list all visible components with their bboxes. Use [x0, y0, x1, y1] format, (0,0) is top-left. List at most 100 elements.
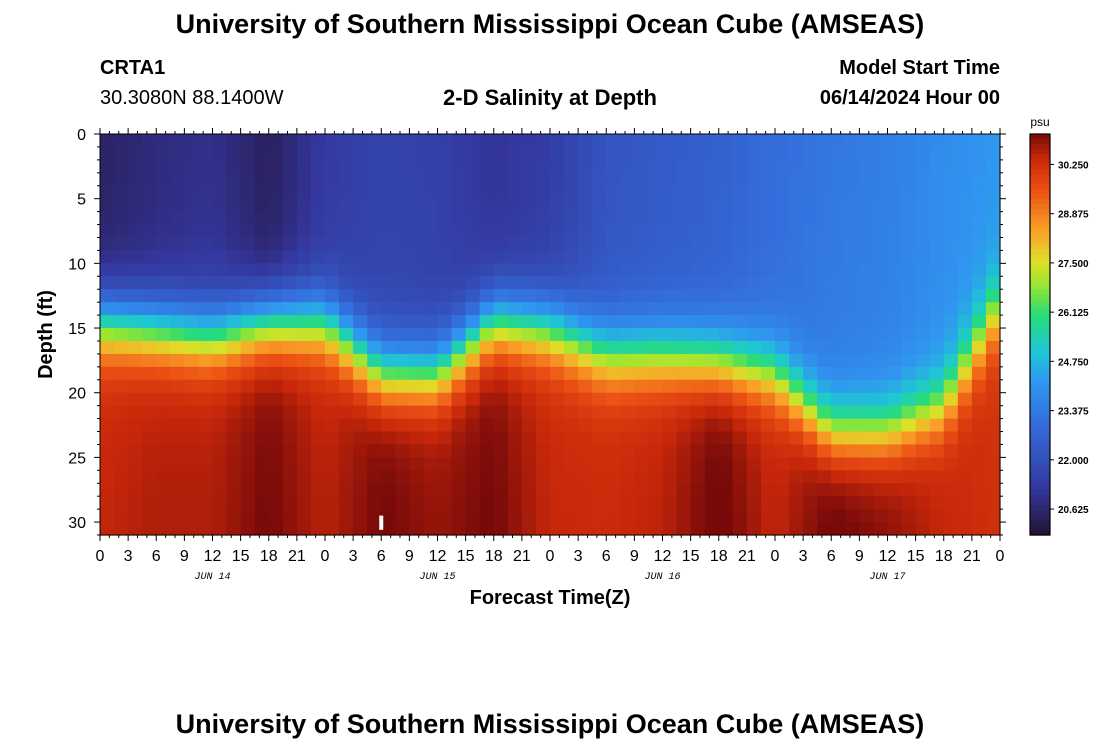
heatmap-cell: [831, 418, 846, 433]
heatmap-cell: [676, 172, 692, 187]
heatmap-cell: [690, 522, 706, 536]
heatmap-cell: [957, 405, 973, 420]
heatmap-cell: [493, 302, 509, 316]
heatmap-cell: [479, 172, 495, 187]
heatmap-cell: [648, 315, 664, 329]
heatmap-cell: [592, 496, 607, 510]
heatmap-cell: [310, 340, 326, 355]
heatmap-cell: [479, 289, 495, 303]
heatmap-cell: [943, 263, 959, 277]
heatmap-cell: [634, 509, 650, 523]
heatmap-cell: [957, 392, 973, 407]
heatmap-cell: [789, 353, 804, 368]
heatmap-cell: [648, 289, 664, 303]
heatmap-cell: [704, 237, 720, 252]
heatmap-cell: [198, 263, 214, 277]
heatmap-cell: [662, 379, 678, 394]
heatmap-cell: [971, 431, 987, 446]
heatmap-cell: [535, 366, 551, 381]
heatmap-cell: [760, 185, 776, 200]
heatmap-cell: [859, 263, 875, 277]
heatmap-cell: [943, 366, 959, 381]
heatmap-cell: [521, 237, 537, 252]
heatmap-cell: [662, 315, 678, 329]
heatmap-cell: [409, 276, 425, 290]
heatmap-cell: [381, 185, 396, 200]
heatmap-cell: [845, 263, 860, 277]
heatmap-cell: [114, 224, 129, 239]
heatmap-cell: [873, 470, 889, 484]
heatmap-cell: [212, 470, 228, 484]
heatmap-cell: [493, 418, 509, 433]
heatmap-cell: [310, 211, 326, 226]
heatmap-cell: [212, 198, 228, 213]
data-marker: [379, 515, 384, 530]
heatmap-cell: [662, 522, 678, 536]
heatmap-cell: [887, 431, 903, 446]
heatmap-cell: [746, 172, 762, 187]
heatmap-cell: [859, 431, 875, 446]
heatmap-cell: [803, 237, 818, 252]
x-tick-label: 18: [935, 548, 953, 565]
heatmap-cell: [184, 392, 200, 407]
heatmap-cell: [437, 134, 453, 148]
heatmap-cell: [775, 379, 790, 394]
heatmap-cell: [423, 405, 439, 420]
heatmap-cell: [156, 211, 171, 226]
heatmap-cell: [803, 276, 818, 290]
heatmap-cell: [578, 134, 593, 148]
heatmap-cell: [957, 431, 973, 446]
heatmap-cell: [592, 470, 607, 484]
heatmap-cell: [493, 431, 509, 446]
heatmap-cell: [746, 198, 762, 213]
heatmap-cell: [521, 418, 537, 433]
colorbar-swatch: [1030, 374, 1050, 381]
heatmap-cell: [409, 522, 425, 536]
heatmap-cell: [156, 366, 171, 381]
heatmap-cell: [760, 237, 776, 252]
heatmap-cell: [592, 211, 607, 226]
heatmap-cell: [732, 353, 748, 368]
heatmap-cell: [381, 340, 396, 355]
heatmap-cell: [198, 340, 214, 355]
heatmap-cell: [198, 496, 214, 510]
heatmap-cell: [985, 431, 1001, 446]
heatmap-cell: [971, 405, 987, 420]
heatmap-cell: [423, 392, 439, 407]
heatmap-cell: [901, 470, 917, 484]
heatmap-cell: [423, 146, 439, 161]
heatmap-cell: [367, 392, 382, 407]
heatmap-cell: [507, 159, 523, 174]
heatmap-cell: [831, 198, 846, 213]
heatmap-cell: [353, 185, 368, 200]
heatmap-cell: [845, 224, 860, 239]
heatmap-cell: [409, 146, 425, 161]
heatmap-cell: [831, 457, 846, 471]
heatmap-cell: [592, 250, 607, 264]
heatmap-cell: [535, 302, 551, 316]
heatmap-cell: [128, 250, 143, 264]
heatmap-cell: [325, 340, 340, 355]
heatmap-cell: [437, 379, 453, 394]
heatmap-cell: [606, 418, 621, 433]
heatmap-cell: [718, 159, 734, 174]
heatmap-cell: [521, 211, 537, 226]
heatmap-cell: [282, 211, 298, 226]
heatmap-cell: [746, 263, 762, 277]
heatmap-cell: [353, 405, 368, 420]
heatmap-cell: [662, 263, 678, 277]
heatmap-cell: [887, 457, 903, 471]
heatmap-cell: [423, 328, 439, 342]
heatmap-cell: [845, 340, 860, 355]
heatmap-cell: [901, 276, 917, 290]
heatmap-cell: [690, 340, 706, 355]
heatmap-cell: [704, 418, 720, 433]
heatmap-cell: [606, 185, 621, 200]
heatmap-cell: [493, 211, 509, 226]
heatmap-cell: [423, 172, 439, 187]
heatmap-cell: [339, 509, 354, 523]
heatmap-cell: [746, 328, 762, 342]
heatmap-cell: [578, 522, 593, 536]
heatmap-cell: [592, 159, 607, 174]
heatmap-cell: [971, 444, 987, 458]
